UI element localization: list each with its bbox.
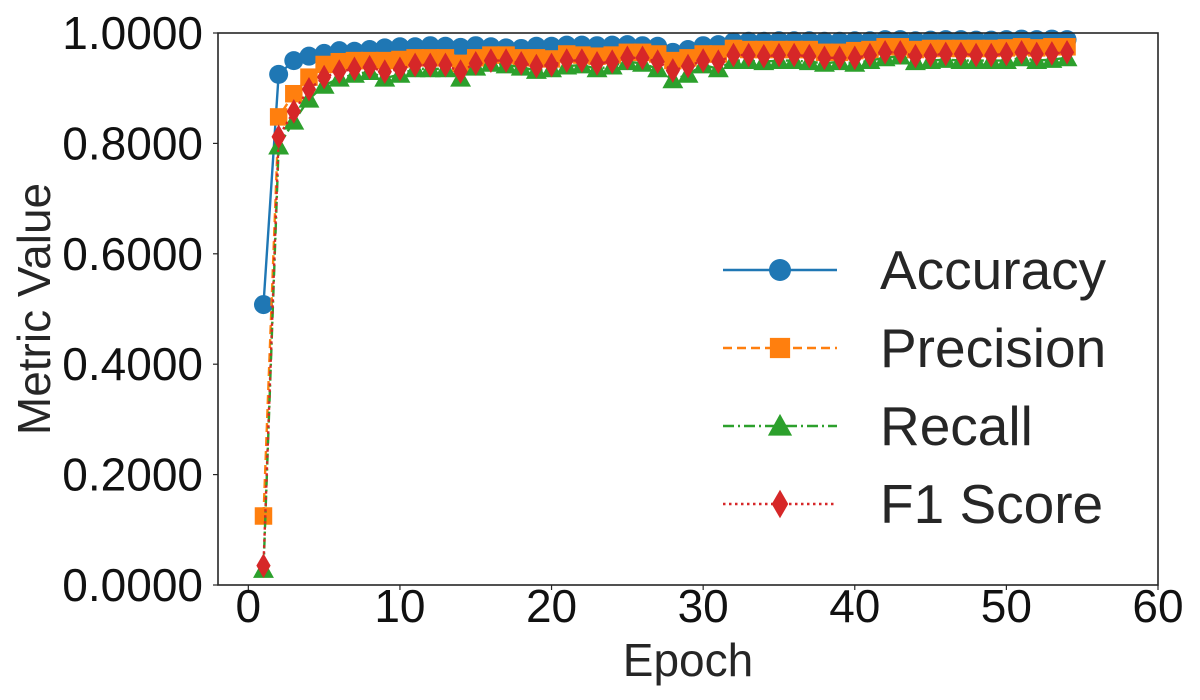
- f1-score-point: [635, 45, 650, 71]
- legend-item-precision: Precision: [723, 317, 1106, 379]
- f1-score-point: [1044, 41, 1059, 66]
- legend-label-precision: Precision: [880, 317, 1106, 379]
- f1-score-point: [271, 124, 286, 150]
- legend-label-accuracy: Accuracy: [880, 239, 1107, 301]
- f1-score-point: [514, 51, 529, 76]
- f1-score-point: [1059, 39, 1075, 65]
- f1-score-point: [680, 53, 696, 79]
- legend-marker-f1-score: [771, 489, 789, 519]
- legend-label-f1-score: F1 Score: [880, 473, 1103, 535]
- legend-label-recall: Recall: [880, 395, 1033, 457]
- x-axis-ticks: 0 10 20 30 40 50 60: [236, 580, 1184, 632]
- f1-score-point: [726, 42, 741, 68]
- f1-score-point: [605, 49, 620, 75]
- f1-score-point: [332, 59, 347, 84]
- legend-item-recall: Recall: [723, 395, 1033, 457]
- f1-score-point: [317, 64, 332, 90]
- accuracy-point: [284, 51, 304, 71]
- f1-score-point: [483, 48, 499, 73]
- f1-score-point: [286, 99, 301, 124]
- f1-score-point: [392, 56, 408, 82]
- x-tick-label: 40: [829, 580, 880, 632]
- f1-score-point: [999, 41, 1014, 67]
- f1-score-point: [407, 52, 423, 78]
- series-layer: [253, 29, 1078, 579]
- f1-score-point: [620, 45, 635, 71]
- legend-item-f1-score: F1 Score: [723, 473, 1103, 535]
- accuracy-point: [451, 37, 471, 57]
- precision-point: [254, 507, 273, 525]
- f1-score-point: [847, 45, 862, 71]
- f1-score-point: [877, 39, 893, 65]
- f1-score-point: [468, 51, 483, 76]
- f1-score-point: [529, 53, 544, 79]
- f1-score-point: [498, 48, 514, 73]
- f1-score-point: [377, 59, 392, 84]
- legend-marker-precision: [769, 337, 791, 359]
- f1-score-point: [711, 49, 726, 75]
- y-tick-label: 0.6000: [62, 228, 203, 280]
- y-tick-label: 1.0000: [62, 7, 203, 59]
- y-tick-label: 0.8000: [62, 117, 203, 169]
- f1-score-point: [862, 42, 878, 68]
- accuracy-point: [253, 295, 273, 315]
- f1-score-point: [923, 42, 938, 68]
- x-tick-label: 30: [678, 580, 729, 632]
- y-axis-ticks: 0.0000 0.2000 0.4000 0.6000 0.8000 1.0000: [62, 7, 218, 611]
- f1-score-point: [741, 42, 756, 68]
- f1-score-point: [665, 58, 680, 83]
- accuracy-point: [299, 46, 319, 66]
- x-tick-label: 0: [236, 580, 262, 632]
- precision-point: [285, 84, 303, 103]
- legend-item-accuracy: Accuracy: [723, 239, 1107, 301]
- f1-score-point: [544, 52, 559, 78]
- f1-score-point: [832, 45, 847, 71]
- x-tick-label: 20: [526, 580, 577, 632]
- f1-score-point: [984, 42, 999, 68]
- f1-score-point: [696, 48, 711, 73]
- x-axis-label: Epoch: [623, 634, 753, 686]
- accuracy-point: [269, 64, 289, 84]
- f1-score-point: [574, 48, 589, 73]
- precision-point: [315, 55, 333, 74]
- f1-score-point: [1014, 39, 1029, 65]
- f1-score-point: [589, 51, 605, 76]
- plot-area: [218, 33, 1158, 585]
- f1-score-point: [908, 43, 923, 69]
- x-tick-label: 60: [1132, 580, 1183, 632]
- f1-score-point: [453, 59, 468, 84]
- f1-score-point: [438, 52, 453, 78]
- plot-frame: [217, 32, 1159, 586]
- f1-score-point: [953, 41, 969, 67]
- x-tick-label: 50: [981, 580, 1032, 632]
- f1-score-point: [787, 42, 802, 68]
- f1-score-point: [256, 553, 271, 579]
- f1-score-point: [771, 42, 787, 68]
- f1-score-point: [938, 41, 953, 67]
- f1-score-point: [968, 42, 984, 68]
- f1-score-point: [756, 43, 771, 69]
- precision-point: [269, 108, 288, 126]
- f1-score-point: [347, 56, 362, 82]
- y-tick-label: 0.4000: [62, 338, 203, 390]
- x-tick-label: 10: [374, 580, 425, 632]
- f1-score-point: [802, 43, 817, 69]
- f1-score-point: [893, 39, 908, 65]
- y-tick-label: 0.2000: [62, 449, 203, 501]
- f1-score-point: [559, 48, 574, 73]
- f1-score-point: [362, 54, 377, 80]
- legend-marker-accuracy: [769, 259, 791, 281]
- f1-score-point: [301, 76, 317, 102]
- series-f1-score: [256, 39, 1075, 579]
- f1-score-point: [423, 52, 438, 78]
- legend-marker-recall: [767, 413, 793, 436]
- f1-score-point: [817, 45, 832, 71]
- y-axis-label: Metric Value: [8, 183, 60, 435]
- y-tick-label: 0.0000: [62, 559, 203, 611]
- f1-score-point: [1029, 41, 1044, 67]
- f1-score-point: [650, 49, 665, 75]
- legend: Accuracy Precision Recall F1 Score: [723, 239, 1107, 535]
